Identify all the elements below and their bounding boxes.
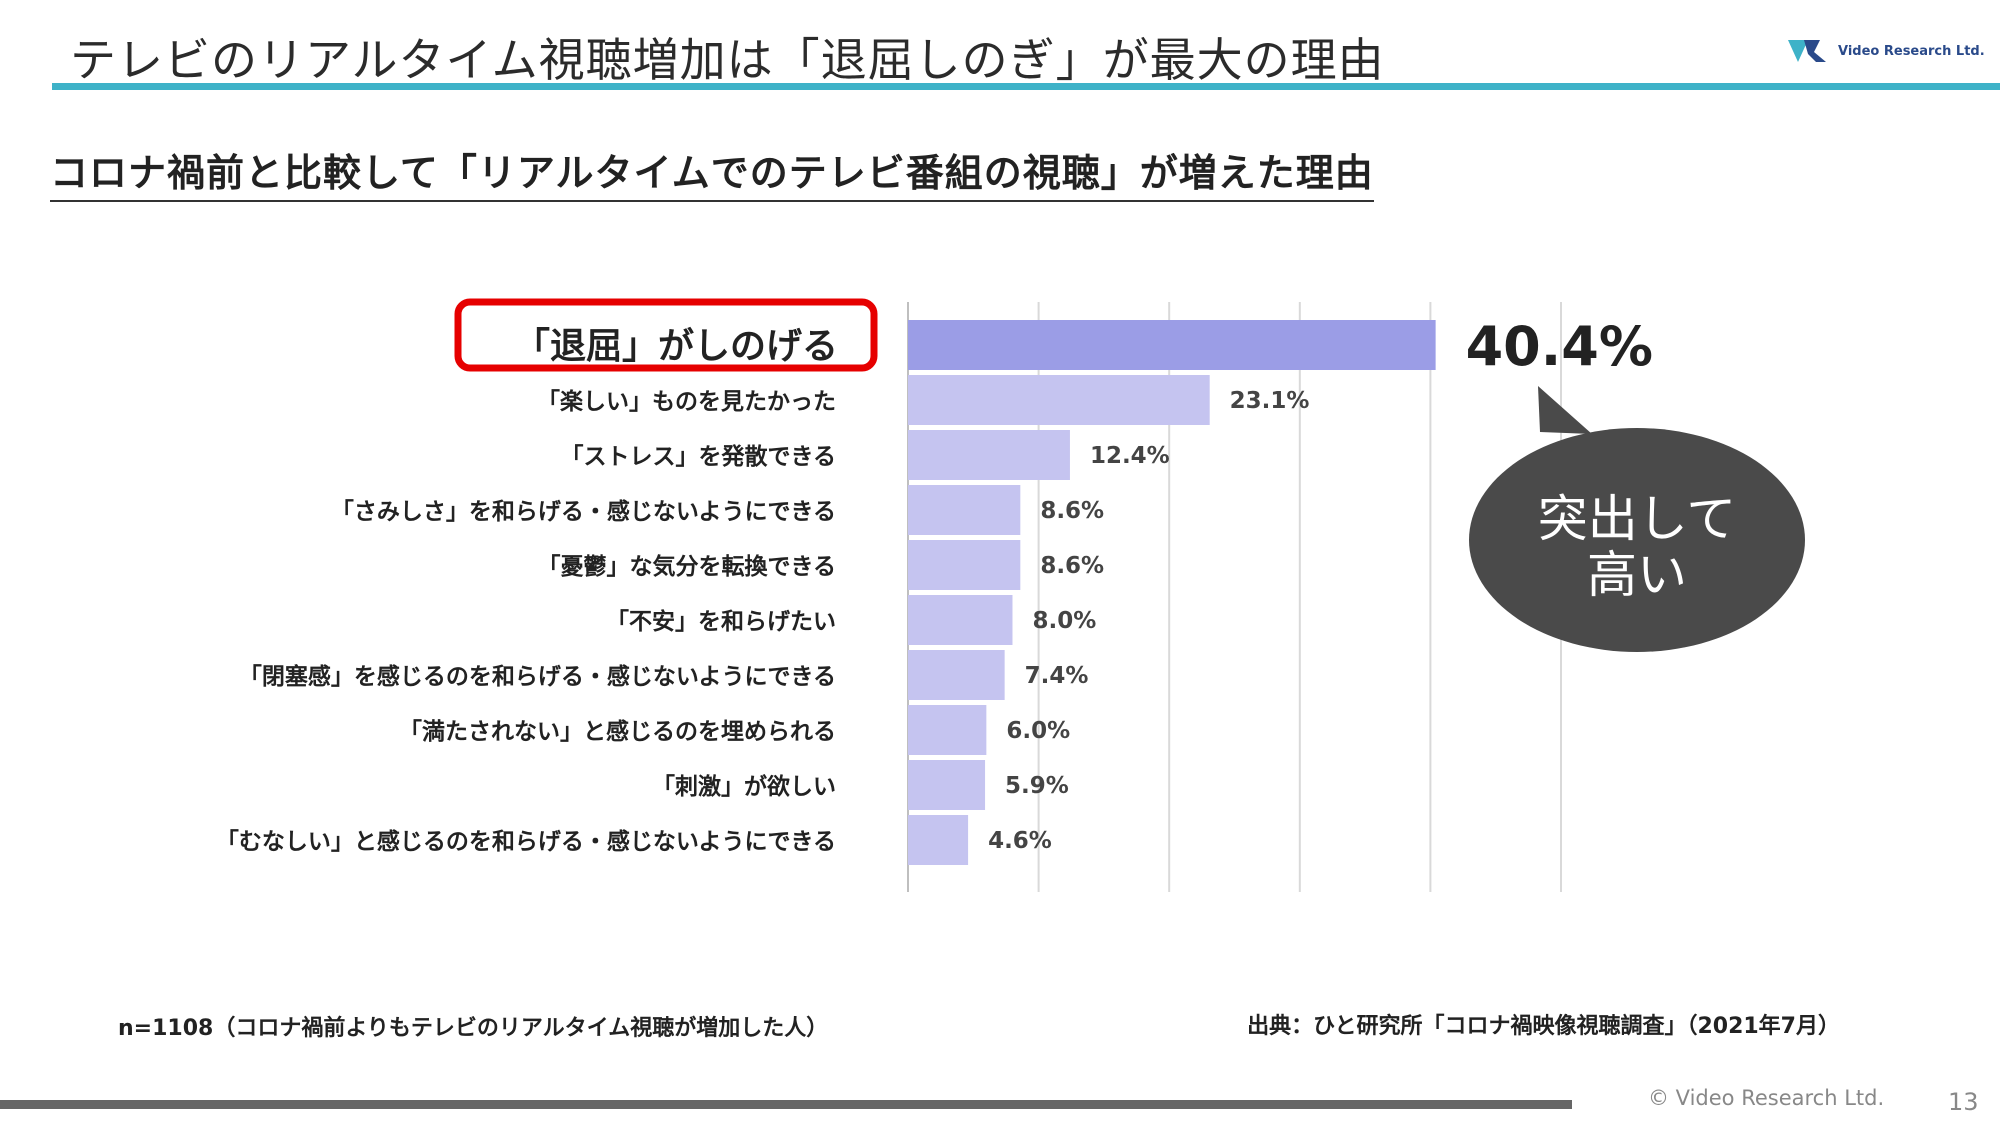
bar xyxy=(908,705,987,755)
callout-text-line-1: 突出して xyxy=(1538,490,1737,548)
category-label: 「満たされない」と感じるのを埋められる xyxy=(399,718,836,745)
value-label: 5.9% xyxy=(1005,773,1069,799)
highlight-box xyxy=(454,298,878,372)
copyright: © Video Research Ltd. xyxy=(1648,1086,1885,1110)
value-labels: 40.4% 23.1% 12.4% 8.6% 8.6% 8.0% 7.4% 6.0% 5.9% 4… xyxy=(988,315,1653,854)
company-logo: Video Research Ltd. xyxy=(1786,36,1985,66)
value-label: 8.6% xyxy=(1040,498,1104,524)
callout-body xyxy=(1469,428,1805,652)
slide-title: テレビのリアルタイム視聴増加は「退屈しのぎ」が最大の理由 xyxy=(70,33,1385,87)
bar xyxy=(908,485,1021,535)
category-label: 「閉塞感」を感じるのを和らげる・感じないようにできる xyxy=(239,663,836,690)
value-label: 40.4% xyxy=(1466,315,1653,378)
callout-bubble: 突出して 高い xyxy=(1469,386,1805,652)
video-research-logo-icon xyxy=(1788,40,1826,62)
bar xyxy=(908,760,986,810)
bar xyxy=(908,595,1013,645)
value-label: 4.6% xyxy=(988,828,1052,854)
category-labels: 「退屈」がしのげる「楽しい」ものを見たかった「ストレス」を発散できる「さみしさ」… xyxy=(216,326,838,855)
category-label: 「刺激」が欲しい xyxy=(652,773,836,800)
category-label: 「むなしい」と感じるのを和らげる・感じないようにできる xyxy=(216,828,836,855)
value-label: 12.4% xyxy=(1090,443,1170,469)
bar xyxy=(908,650,1005,700)
category-label: 「退屈」がしのげる xyxy=(514,326,838,367)
page-number: 13 xyxy=(1948,1088,1979,1116)
bar xyxy=(908,430,1070,480)
category-label: 「憂鬱」な気分を転換できる xyxy=(537,553,836,580)
source-note: 出典：ひと研究所「コロナ禍映像視聴調査」（2021年7月） xyxy=(1247,1014,1840,1039)
bar xyxy=(908,815,969,865)
bar xyxy=(908,320,1436,370)
bars xyxy=(908,320,1436,865)
title-underline-rule xyxy=(52,83,2000,90)
footer-bar xyxy=(0,1100,1572,1109)
sample-size-note: n=1108（コロナ禍前よりもテレビのリアルタイム視聴が増加した人） xyxy=(118,1016,829,1041)
value-label: 8.6% xyxy=(1040,553,1104,579)
category-label: 「不安」を和らげたい xyxy=(606,608,836,635)
value-label: 6.0% xyxy=(1006,718,1070,744)
value-label: 8.0% xyxy=(1032,608,1096,634)
bar xyxy=(908,540,1021,590)
category-label: 「さみしさ」を和らげる・感じないようにできる xyxy=(331,498,836,525)
category-label: 「ストレス」を発散できる xyxy=(560,444,836,470)
bar xyxy=(908,375,1210,425)
callout-shape xyxy=(1538,386,1592,434)
value-label: 23.1% xyxy=(1230,388,1310,414)
category-label: 「楽しい」ものを見たかった xyxy=(537,388,836,415)
logo-text: Video Research Ltd. xyxy=(1838,43,1985,59)
value-label: 7.4% xyxy=(1025,663,1089,689)
callout-text-line-2: 高い xyxy=(1587,546,1687,604)
chart-subtitle: コロナ禍前と比較して「リアルタイムでのテレビ番組の視聴」が増えた理由 xyxy=(50,142,1374,202)
